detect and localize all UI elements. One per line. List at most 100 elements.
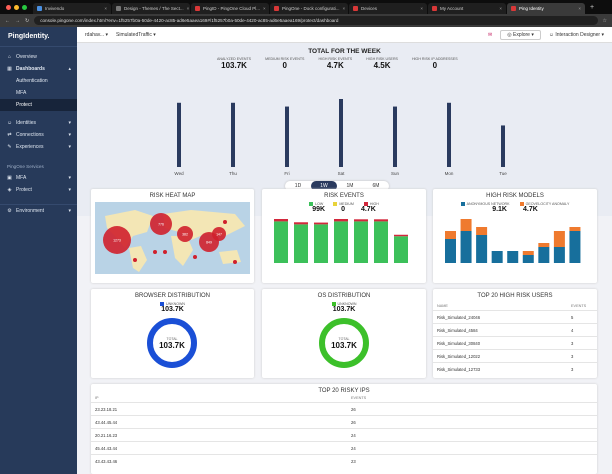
nav-connections[interactable]: ⇄ Connections ▾ (0, 129, 77, 141)
close-tab-icon[interactable]: × (104, 6, 107, 11)
nav-environment[interactable]: ⚙ Environment ▾ (0, 204, 77, 216)
bar-high[interactable] (294, 222, 308, 225)
gift-icon[interactable]: ✉ (488, 31, 493, 38)
forward-icon[interactable]: → (15, 17, 20, 24)
bar-anonymous-network[interactable] (507, 251, 519, 264)
close-tab-icon[interactable]: × (499, 6, 502, 11)
nav-protect[interactable]: Protect (0, 99, 77, 111)
bar-geovelocity-anomaly[interactable] (476, 227, 488, 236)
table-row[interactable]: 43.43.43.46 23 (91, 454, 597, 467)
os-slice-unknown[interactable] (319, 318, 369, 369)
week-bar[interactable] (393, 106, 397, 167)
nav-service-mfa[interactable]: ▣ MFA ▾ (0, 172, 77, 184)
back-icon[interactable]: ← (5, 17, 10, 24)
bar-high[interactable] (274, 219, 288, 222)
nav-identities[interactable]: ☺ Identities ▾ (0, 117, 77, 129)
table-row[interactable]: Risk_Simulated_12022 3 (433, 349, 597, 363)
bar-anonymous-network[interactable] (522, 255, 534, 264)
bar-geovelocity-anomaly[interactable] (553, 231, 565, 248)
bar-geovelocity-anomaly[interactable] (445, 231, 456, 240)
browser-tab[interactable]: PingOne - Dock configurati... × (270, 3, 348, 14)
heat-bubble[interactable] (103, 226, 131, 254)
bar-geovelocity-anomaly[interactable] (569, 227, 581, 232)
browser-tab[interactable]: Devices × (349, 3, 427, 14)
bar-low[interactable] (354, 221, 368, 264)
bar-anonymous-network[interactable] (445, 239, 456, 264)
explore-menu[interactable]: ◎ Explore ▾ (500, 29, 541, 40)
browser-tab[interactable]: Ping Identity × (507, 3, 585, 14)
table-row[interactable]: 45.44.43.44 24 (91, 441, 597, 455)
bar-low[interactable] (374, 221, 388, 264)
bar-geovelocity-anomaly[interactable] (460, 219, 472, 232)
table-row[interactable]: Risk_Simulated_24046 5 (433, 310, 597, 324)
table-row[interactable]: 43.44.45.44 26 (91, 415, 597, 429)
bar-anonymous-network[interactable] (491, 251, 503, 264)
user-menu[interactable]: ☺ Interaction Designer ▾ (548, 31, 604, 38)
nav-mfa[interactable]: MFA (0, 87, 77, 99)
browser-slice-unknown[interactable] (147, 318, 197, 369)
week-bar[interactable] (177, 102, 181, 167)
table-row[interactable]: Risk_Simulated_30840 3 (433, 336, 597, 350)
bar-low[interactable] (334, 221, 348, 264)
bar-anonymous-network[interactable] (569, 231, 581, 264)
browser-tab[interactable]: PingID - PingOne Cloud Pl... × (191, 3, 269, 14)
bar-high[interactable] (354, 219, 368, 222)
week-bar[interactable] (339, 99, 343, 167)
bar-geovelocity-anomaly[interactable] (522, 251, 534, 256)
heat-bubble[interactable] (199, 232, 219, 252)
range-6m[interactable]: 6M (372, 183, 380, 189)
bar-low[interactable] (314, 224, 328, 264)
app-selector[interactable]: SimulatedTraffic ▾ (116, 31, 156, 38)
bar-low[interactable] (274, 221, 288, 264)
table-row[interactable]: Risk_Simulated_12733 3 (433, 362, 597, 375)
star-icon[interactable]: ☆ (602, 17, 607, 24)
heat-dot[interactable] (163, 250, 167, 254)
heat-dot[interactable] (223, 220, 227, 224)
browser-tab[interactable]: My Account × (428, 3, 506, 14)
close-tab-icon[interactable]: × (342, 6, 346, 11)
table-row[interactable]: Risk_Simulated_4584 4 (433, 323, 597, 337)
browser-tab[interactable]: Invivendo × (33, 3, 111, 14)
bar-high[interactable] (374, 219, 388, 222)
week-bar[interactable] (285, 106, 289, 167)
nav-service-protect[interactable]: ◈ Protect ▾ (0, 184, 77, 196)
table-row[interactable]: 23.23.18.21 26 (91, 402, 597, 416)
bar-geovelocity-anomaly[interactable] (538, 243, 550, 248)
close-tab-icon[interactable]: × (578, 6, 581, 11)
heat-bubble[interactable] (150, 213, 172, 235)
range-1w[interactable]: 1W (311, 181, 337, 191)
bar-anonymous-network[interactable] (476, 235, 488, 264)
bar-high[interactable] (314, 222, 328, 225)
browser-tab[interactable]: Design - Themes / The Sect... × (112, 3, 190, 14)
bar-anonymous-network[interactable] (460, 231, 472, 264)
nav-overview[interactable]: ⌂ Overview (0, 51, 77, 63)
nav-experiences[interactable]: ✎ Experiences ▾ (0, 141, 77, 153)
nav-dashboards[interactable]: ▦ Dashboards ▴ (0, 63, 77, 75)
bar-anonymous-network[interactable] (538, 247, 550, 264)
close-tab-icon[interactable]: × (263, 6, 266, 11)
new-tab-icon[interactable]: + (590, 3, 595, 11)
nav-authentication[interactable]: Authentication (0, 75, 77, 87)
range-1m[interactable]: 1M (346, 183, 354, 189)
environment-selector[interactable]: rdahav... ▾ (85, 31, 108, 38)
week-bar[interactable] (447, 102, 451, 167)
world-map[interactable]: 1273 776 382 147 849 (95, 202, 250, 274)
bar-low[interactable] (294, 224, 308, 264)
bar-anonymous-network[interactable] (553, 247, 565, 264)
reload-icon[interactable]: ↻ (25, 17, 30, 24)
url-field[interactable]: console.pingone.com/index.html?env=1f525… (34, 16, 598, 25)
week-bar[interactable] (231, 102, 235, 167)
table-row[interactable]: 20.21.16.23 24 (91, 428, 597, 442)
bar-high[interactable] (394, 234, 408, 237)
window-controls[interactable] (0, 4, 33, 10)
close-tab-icon[interactable]: × (186, 6, 190, 11)
close-tab-icon[interactable]: × (420, 6, 423, 11)
range-1d[interactable]: 1D (294, 183, 302, 189)
bar-low[interactable] (394, 236, 408, 264)
heat-dot[interactable] (193, 255, 197, 259)
heat-dot[interactable] (133, 258, 137, 262)
week-bar[interactable] (501, 125, 505, 167)
heat-bubble[interactable] (177, 226, 193, 242)
bar-high[interactable] (334, 219, 348, 222)
heat-dot[interactable] (233, 260, 237, 264)
